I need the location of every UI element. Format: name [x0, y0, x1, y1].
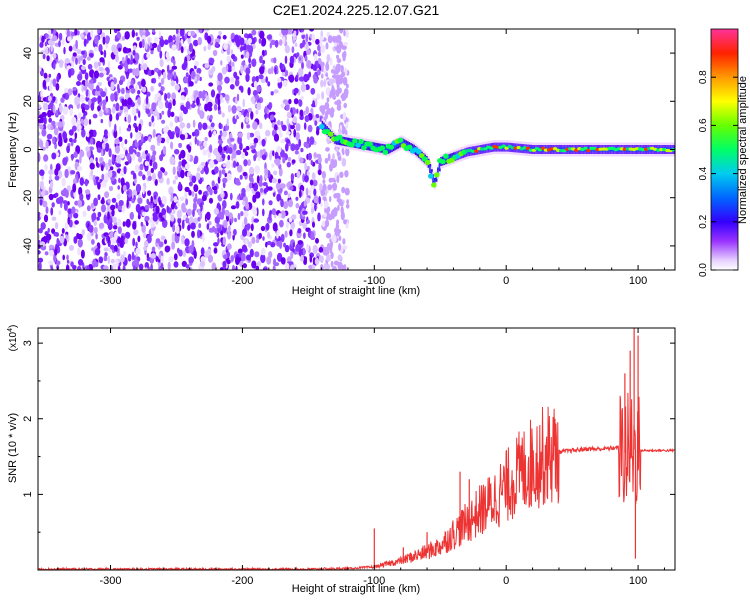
spectrogram-plot-area — [38, 29, 675, 270]
snr-x-tick-label: -200 — [231, 575, 253, 587]
snr-x-tick-label: 0 — [503, 575, 509, 587]
snr-x-tick-label: 100 — [629, 575, 647, 587]
spectrogram-y-tick-label: -40 — [22, 238, 34, 254]
chart-title: C2E1.2024.225.12.07.G21 — [273, 2, 440, 18]
spectrogram-y-tick-label: 40 — [22, 47, 34, 59]
svg-text:(x104): (x104) — [7, 325, 19, 352]
noise-region — [38, 29, 350, 270]
colorbar-tick-label: 0.8 — [698, 70, 709, 84]
snr-y-tick-label: 1 — [22, 491, 34, 497]
colorbar-label: Normalized spectral amplitude — [737, 76, 749, 224]
snr-frame — [37, 327, 676, 571]
snr-x-tick-label: -300 — [100, 575, 122, 587]
spectrogram-y-tick-label: -20 — [22, 190, 34, 206]
snr-plot-area — [38, 328, 675, 570]
colorbar-tick-label: 0.6 — [698, 118, 709, 132]
snr-scale-exponent: 4 — [7, 328, 14, 332]
snr-y-axis-label: SNR (10 * v/v) — [7, 413, 19, 483]
snr-series-line — [38, 392, 675, 570]
spectrogram-y-tick-label: 0 — [22, 146, 34, 152]
snr-x-axis-label: Height of straight line (km) — [292, 583, 420, 595]
colorbar-tick-label: 0.2 — [698, 214, 709, 228]
spectrogram-x-tick-label: 0 — [503, 275, 509, 287]
colorbar — [710, 28, 739, 271]
spectrogram-x-tick-label: -300 — [100, 275, 122, 287]
signal-trace — [318, 118, 675, 190]
colorbar-tick-label: 0.0 — [698, 263, 709, 277]
spectrogram-y-axis-label: Frequency (Hz) — [7, 112, 19, 188]
spectrogram-x-tick-label: -100 — [363, 275, 385, 287]
snr-scale-label: (x104) — [7, 325, 19, 352]
spectrogram-x-axis-label: Height of straight line (km) — [292, 285, 420, 297]
snr-x-tick-label: -100 — [363, 575, 385, 587]
snr-y-tick-label: 3 — [22, 340, 34, 346]
spectrogram-x-tick-label: -200 — [231, 275, 253, 287]
colorbar-tick-label: 0.4 — [698, 166, 709, 180]
spectrogram-x-tick-label: 100 — [629, 275, 647, 287]
snr-y-tick-label: 2 — [22, 416, 34, 422]
snr-scale-base: (x10 — [8, 331, 19, 351]
spectrogram-y-tick-label: 20 — [22, 95, 34, 107]
